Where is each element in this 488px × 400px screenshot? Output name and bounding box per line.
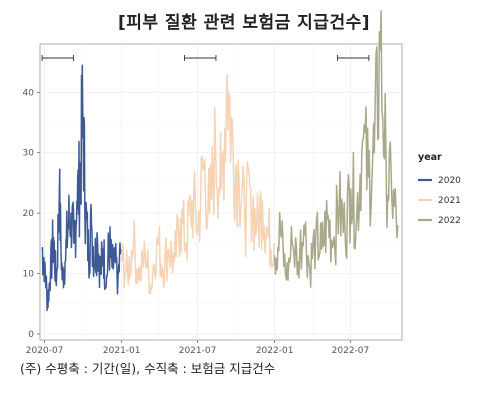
- y-tick-label: 0: [28, 330, 34, 340]
- legend-label-2020: 2020: [438, 176, 461, 186]
- chart-title: [피부 질환 관련 보험금 지급건수]: [117, 13, 371, 33]
- x-tick-label: 2021-07: [179, 346, 217, 356]
- x-tick-label: 2021-01: [103, 346, 141, 356]
- x-tick-label: 2022-07: [332, 346, 370, 356]
- axis-layer: 0 10 20 30 40 2020-07 2021-01 2021-07 2022-01 202…: [23, 88, 370, 356]
- legend-label-2021: 2021: [438, 196, 461, 206]
- y-tick-label: 40: [23, 88, 35, 98]
- legend-layer: year 2020 2021 2022: [418, 152, 461, 226]
- series-line-2022: [273, 10, 399, 288]
- legend-title: year: [418, 152, 442, 163]
- y-tick-label: 10: [23, 270, 35, 280]
- series-line-2020: [41, 64, 122, 312]
- series-layer: [41, 10, 399, 312]
- chart-note: (주) 수평축 : 기간(일), 수직축 : 보험금 지급건수: [20, 361, 276, 376]
- plot-panel: [39, 43, 403, 341]
- legend-label-2022: 2022: [438, 216, 461, 226]
- y-tick-label: 20: [23, 209, 35, 219]
- y-tick-label: 30: [23, 149, 35, 159]
- x-tick-label: 2020-07: [26, 346, 64, 356]
- bracket-layer: [41, 55, 370, 61]
- x-tick-label: 2022-01: [256, 346, 294, 356]
